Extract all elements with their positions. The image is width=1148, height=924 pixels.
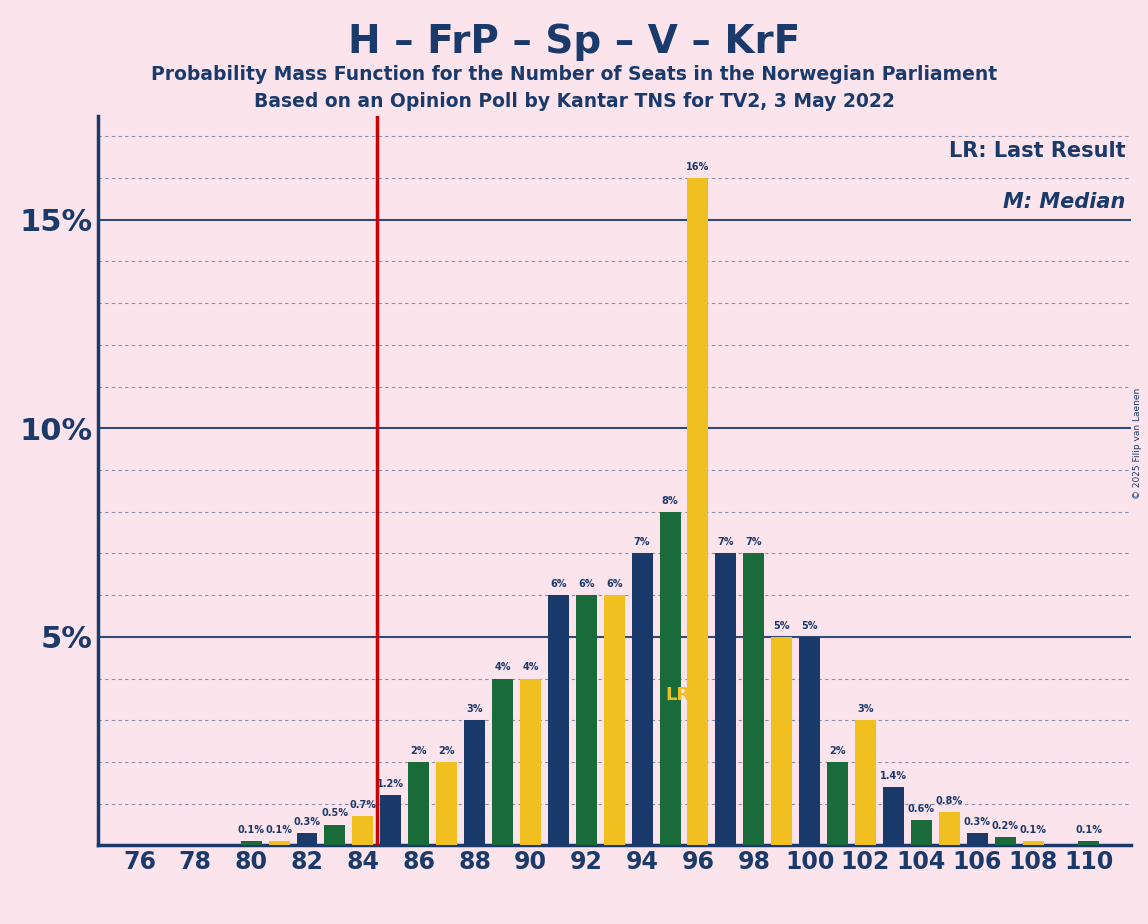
Text: Based on an Opinion Poll by Kantar TNS for TV2, 3 May 2022: Based on an Opinion Poll by Kantar TNS f… xyxy=(254,92,894,112)
Text: 1.4%: 1.4% xyxy=(879,771,907,781)
Bar xyxy=(325,824,346,845)
Bar xyxy=(492,678,513,845)
Text: 4%: 4% xyxy=(522,663,538,673)
Bar xyxy=(799,637,820,845)
Text: 0.1%: 0.1% xyxy=(265,825,293,835)
Text: 16%: 16% xyxy=(687,162,709,172)
Text: © 2025 Filip van Laenen: © 2025 Filip van Laenen xyxy=(1133,388,1142,499)
Text: 6%: 6% xyxy=(550,579,567,589)
Bar xyxy=(855,721,876,845)
Text: 2%: 2% xyxy=(829,746,846,756)
Text: M: M xyxy=(605,731,623,749)
Bar xyxy=(436,762,457,845)
Text: 6%: 6% xyxy=(606,579,622,589)
Bar xyxy=(269,841,289,845)
Text: 0.7%: 0.7% xyxy=(349,800,377,810)
Bar xyxy=(910,821,932,845)
Bar xyxy=(352,816,373,845)
Bar xyxy=(604,595,625,845)
Bar xyxy=(939,812,960,845)
Text: 0.2%: 0.2% xyxy=(992,821,1018,831)
Bar xyxy=(994,837,1016,845)
Text: 6%: 6% xyxy=(577,579,595,589)
Text: 1.2%: 1.2% xyxy=(378,779,404,789)
Text: 7%: 7% xyxy=(718,537,734,547)
Text: LR: LR xyxy=(666,687,691,704)
Bar xyxy=(660,512,681,845)
Bar xyxy=(631,553,652,845)
Text: 4%: 4% xyxy=(495,663,511,673)
Text: 7%: 7% xyxy=(745,537,762,547)
Text: 0.1%: 0.1% xyxy=(1076,825,1102,835)
Text: 8%: 8% xyxy=(661,495,678,505)
Bar xyxy=(1078,841,1100,845)
Bar xyxy=(1023,841,1044,845)
Text: 3%: 3% xyxy=(858,704,874,714)
Bar xyxy=(464,721,484,845)
Text: Probability Mass Function for the Number of Seats in the Norwegian Parliament: Probability Mass Function for the Number… xyxy=(150,65,998,84)
Bar xyxy=(688,178,708,845)
Bar xyxy=(296,833,318,845)
Bar xyxy=(409,762,429,845)
Bar xyxy=(827,762,848,845)
Bar xyxy=(576,595,597,845)
Text: 5%: 5% xyxy=(774,621,790,631)
Text: 2%: 2% xyxy=(439,746,455,756)
Bar xyxy=(548,595,568,845)
Text: 0.5%: 0.5% xyxy=(321,808,349,819)
Text: M: Median: M: Median xyxy=(1003,192,1125,213)
Text: 0.1%: 0.1% xyxy=(1019,825,1047,835)
Bar xyxy=(241,841,262,845)
Bar xyxy=(883,787,903,845)
Text: LR: Last Result: LR: Last Result xyxy=(949,141,1125,161)
Bar xyxy=(520,678,541,845)
Text: 5%: 5% xyxy=(801,621,817,631)
Text: 0.1%: 0.1% xyxy=(238,825,265,835)
Text: H – FrP – Sp – V – KrF: H – FrP – Sp – V – KrF xyxy=(348,23,800,61)
Text: 3%: 3% xyxy=(466,704,483,714)
Text: 0.8%: 0.8% xyxy=(936,796,963,806)
Bar xyxy=(967,833,987,845)
Bar xyxy=(744,553,765,845)
Text: 0.6%: 0.6% xyxy=(908,804,934,814)
Bar xyxy=(771,637,792,845)
Bar xyxy=(715,553,736,845)
Text: 7%: 7% xyxy=(634,537,651,547)
Text: 0.3%: 0.3% xyxy=(294,817,320,827)
Text: 0.3%: 0.3% xyxy=(963,817,991,827)
Text: 2%: 2% xyxy=(411,746,427,756)
Bar xyxy=(380,796,402,845)
